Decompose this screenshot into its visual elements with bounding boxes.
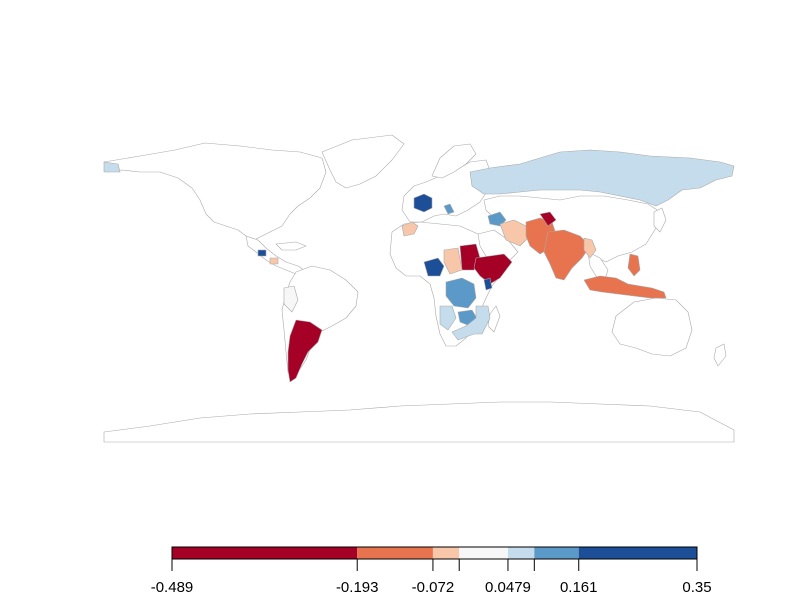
legend-bin-4 — [507, 547, 535, 559]
legend-frame — [171, 546, 698, 560]
land-japan — [653, 207, 667, 233]
region-kenya — [483, 277, 493, 291]
land-north-america — [103, 142, 327, 244]
region-dr-congo — [445, 277, 477, 309]
region-france — [413, 193, 433, 213]
region-kashmir — [539, 211, 557, 227]
region-spain — [401, 221, 419, 237]
legend-label-0: -0.489 — [151, 579, 194, 596]
legend-color-bins — [172, 547, 697, 559]
region-nicaragua — [269, 257, 279, 265]
legend-bin-2 — [432, 547, 460, 559]
legend-label-2: -0.072 — [412, 579, 455, 596]
land-greenland — [321, 134, 405, 189]
legend-colorbar: -0.489 -0.193 -0.072 0.0479 0.161 0.35 — [151, 546, 712, 596]
region-myanmar — [583, 237, 597, 259]
legend-bin-5 — [534, 547, 579, 559]
legend-label-5: 0.35 — [682, 579, 711, 596]
legend-label-3: 0.0479 — [485, 579, 531, 596]
region-indonesia-malaysia — [583, 275, 667, 299]
land-central-america — [245, 235, 305, 275]
region-peru — [283, 285, 299, 313]
highlighted-regions-layer — [257, 149, 735, 383]
land-madagascar — [487, 305, 501, 333]
legend-label-1: -0.193 — [336, 579, 379, 596]
land-antarctica — [103, 401, 735, 443]
legend-labels: -0.489 -0.193 -0.072 0.0479 0.161 0.35 — [151, 579, 712, 596]
legend-label-4: 0.161 — [560, 579, 598, 596]
region-angola — [439, 305, 457, 331]
region-nigeria — [423, 257, 445, 277]
region-russia — [469, 149, 735, 207]
land-scandinavia — [431, 143, 477, 179]
land-australia — [611, 297, 693, 357]
legend-ticks — [171, 559, 698, 571]
land-new-zealand — [713, 343, 727, 367]
region-philippines — [627, 253, 641, 277]
legend-bin-1 — [357, 547, 433, 559]
legend-bin-0 — [172, 547, 358, 559]
legend-bin-6 — [578, 547, 697, 559]
region-chad — [443, 247, 463, 275]
legend-bin-3 — [459, 547, 508, 559]
region-india — [543, 229, 591, 281]
region-ethiopia-somalia — [473, 253, 513, 285]
land-caribbean — [275, 241, 307, 251]
region-mozambique — [451, 305, 491, 341]
land-alaska-west — [103, 161, 121, 173]
region-argentina-chile — [287, 319, 323, 383]
region-italy — [443, 203, 455, 215]
region-guatemala — [257, 249, 267, 257]
